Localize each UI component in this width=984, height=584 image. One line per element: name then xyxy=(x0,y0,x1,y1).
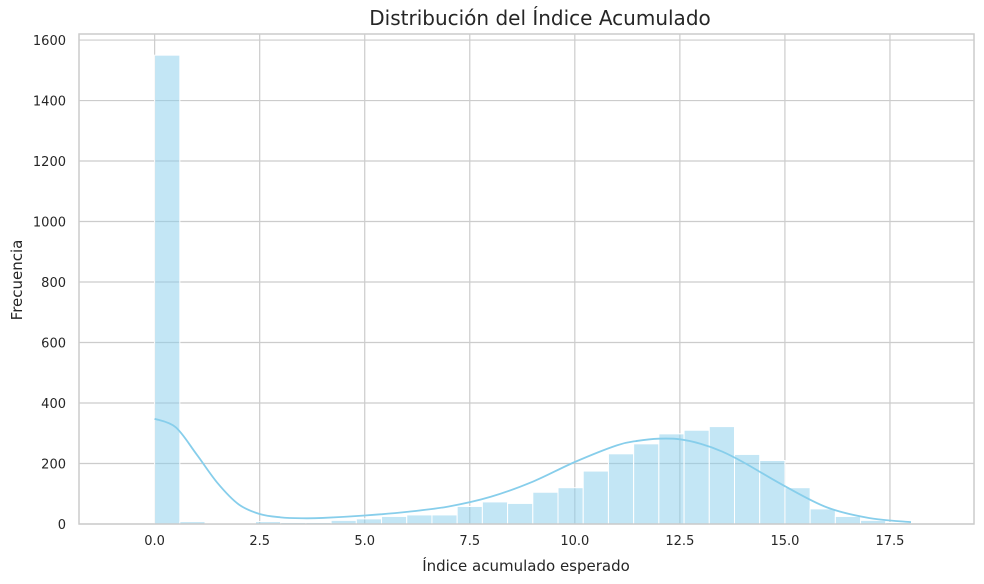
y-tick-label: 600 xyxy=(41,337,66,352)
histogram-bar xyxy=(456,505,483,525)
y-tick-label: 400 xyxy=(41,397,66,412)
histogram-bar xyxy=(481,501,509,525)
histogram-bar xyxy=(708,426,735,525)
x-tick-label: 10.0 xyxy=(560,534,589,549)
y-tick-label: 800 xyxy=(41,276,66,291)
y-tick-label: 1600 xyxy=(33,34,66,49)
x-tick-label: 5.0 xyxy=(354,534,375,549)
y-tick-label: 1000 xyxy=(33,216,66,231)
histogram-bars xyxy=(154,54,912,525)
x-tick-label: 0.0 xyxy=(144,534,165,549)
x-tick-label: 15.0 xyxy=(770,534,799,549)
histogram-bar xyxy=(582,470,609,525)
y-tick-label: 1200 xyxy=(33,155,66,170)
histogram-bar xyxy=(381,515,408,525)
histogram-bar xyxy=(431,514,458,525)
histogram-bar xyxy=(834,515,862,525)
histogram-bar xyxy=(733,453,761,525)
histogram-bar xyxy=(557,487,584,525)
plot-frame xyxy=(78,33,975,525)
histogram-bar xyxy=(607,453,635,525)
x-tick-label: 7.5 xyxy=(459,534,480,549)
histogram-bar xyxy=(809,508,836,525)
y-tick-labels: 0 200 400 600 800 1000 1200 1400 1600 xyxy=(33,34,66,533)
histogram-bar xyxy=(406,514,433,525)
histogram-bar xyxy=(154,54,181,525)
histogram-bar xyxy=(658,433,685,525)
histogram-bar xyxy=(355,518,383,525)
x-tick-label: 17.5 xyxy=(875,534,904,549)
x-tick-label: 2.5 xyxy=(249,534,270,549)
histogram-bar xyxy=(532,491,559,525)
histogram-bar xyxy=(683,429,710,525)
kde-curve xyxy=(154,417,912,524)
y-tick-label: 200 xyxy=(41,458,66,473)
y-tick-label: 1400 xyxy=(33,95,66,110)
histogram-bar xyxy=(759,459,786,525)
y-tick-label: 0 xyxy=(58,518,66,533)
y-axis-label: Frecuencia xyxy=(8,240,26,321)
histogram-bar xyxy=(507,502,534,525)
x-axis-label: Índice acumulado esperado xyxy=(422,556,630,575)
grid-lines xyxy=(79,34,974,525)
x-tick-label: 12.5 xyxy=(665,534,694,549)
x-tick-labels: 0.0 2.5 5.0 7.5 10.0 12.5 15.0 17.5 xyxy=(144,534,904,549)
chart-title: Distribución del Índice Acumulado xyxy=(369,6,711,30)
histogram-bar xyxy=(784,487,811,525)
histogram-bar xyxy=(633,443,660,525)
